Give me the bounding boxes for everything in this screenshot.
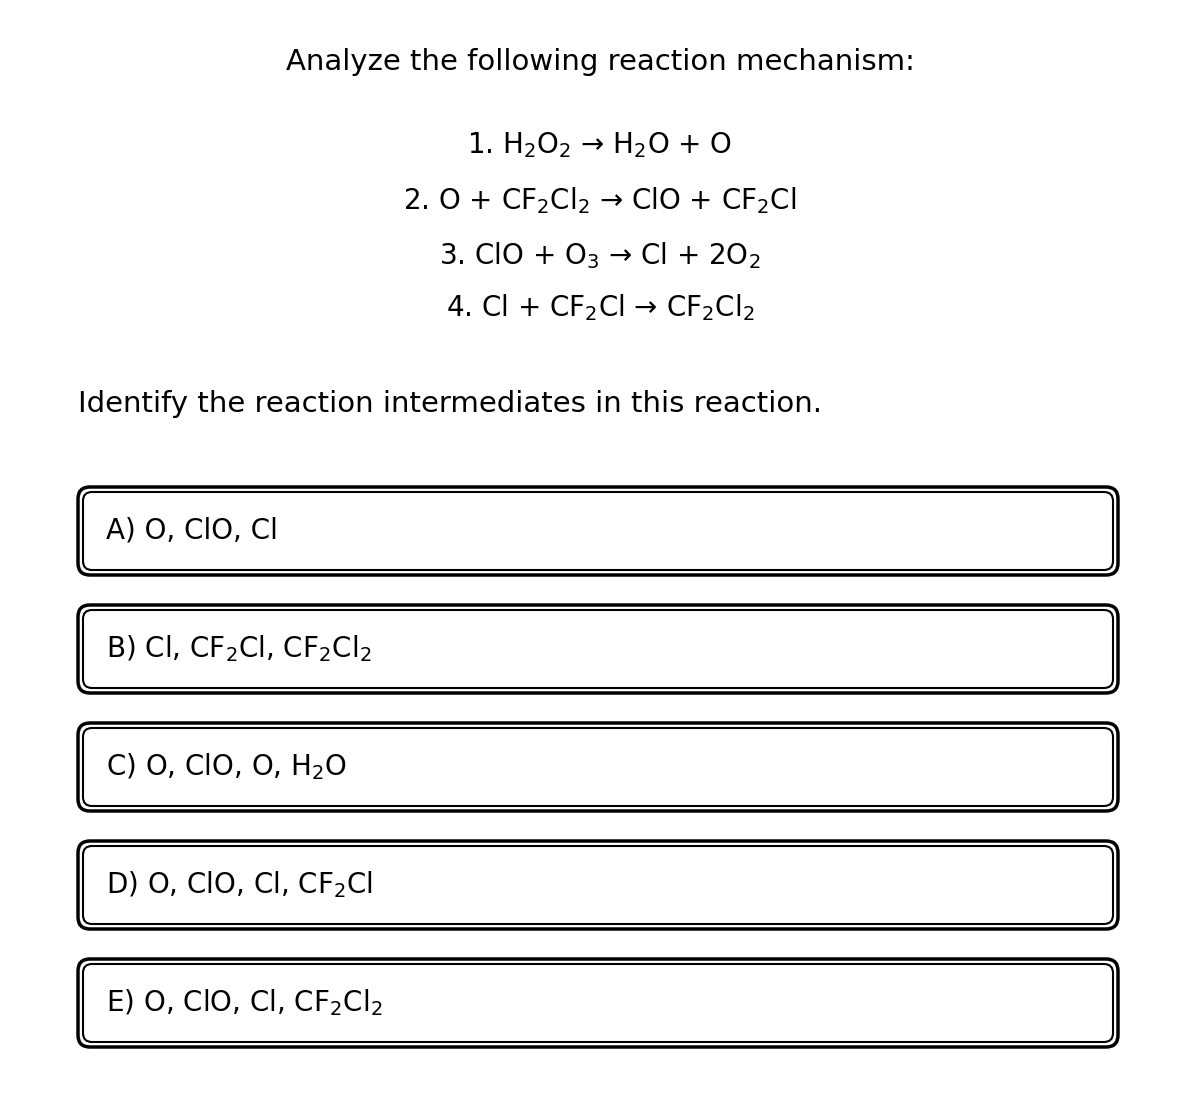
Text: A) O, ClO, Cl: A) O, ClO, Cl bbox=[106, 517, 278, 545]
Text: 1. H$_2$O$_2$ → H$_2$O + O: 1. H$_2$O$_2$ → H$_2$O + O bbox=[468, 130, 732, 160]
Text: D) O, ClO, Cl, CF$_2$Cl: D) O, ClO, Cl, CF$_2$Cl bbox=[106, 870, 373, 901]
Text: 3. ClO + O$_3$ → Cl + 2O$_2$: 3. ClO + O$_3$ → Cl + 2O$_2$ bbox=[439, 240, 761, 271]
Text: Analyze the following reaction mechanism:: Analyze the following reaction mechanism… bbox=[286, 48, 914, 77]
Text: 4. Cl + CF$_2$Cl → CF$_2$Cl$_2$: 4. Cl + CF$_2$Cl → CF$_2$Cl$_2$ bbox=[445, 292, 755, 322]
FancyBboxPatch shape bbox=[78, 959, 1118, 1047]
Text: Identify the reaction intermediates in this reaction.: Identify the reaction intermediates in t… bbox=[78, 390, 822, 418]
Text: 2. O + CF$_2$Cl$_2$ → ClO + CF$_2$Cl: 2. O + CF$_2$Cl$_2$ → ClO + CF$_2$Cl bbox=[403, 185, 797, 215]
FancyBboxPatch shape bbox=[78, 606, 1118, 693]
FancyBboxPatch shape bbox=[78, 722, 1118, 811]
FancyBboxPatch shape bbox=[78, 841, 1118, 929]
FancyBboxPatch shape bbox=[78, 487, 1118, 575]
Text: B) Cl, CF$_2$Cl, CF$_2$Cl$_2$: B) Cl, CF$_2$Cl, CF$_2$Cl$_2$ bbox=[106, 634, 372, 665]
Text: C) O, ClO, O, H$_2$O: C) O, ClO, O, H$_2$O bbox=[106, 752, 347, 783]
Text: E) O, ClO, Cl, CF$_2$Cl$_2$: E) O, ClO, Cl, CF$_2$Cl$_2$ bbox=[106, 988, 383, 1019]
